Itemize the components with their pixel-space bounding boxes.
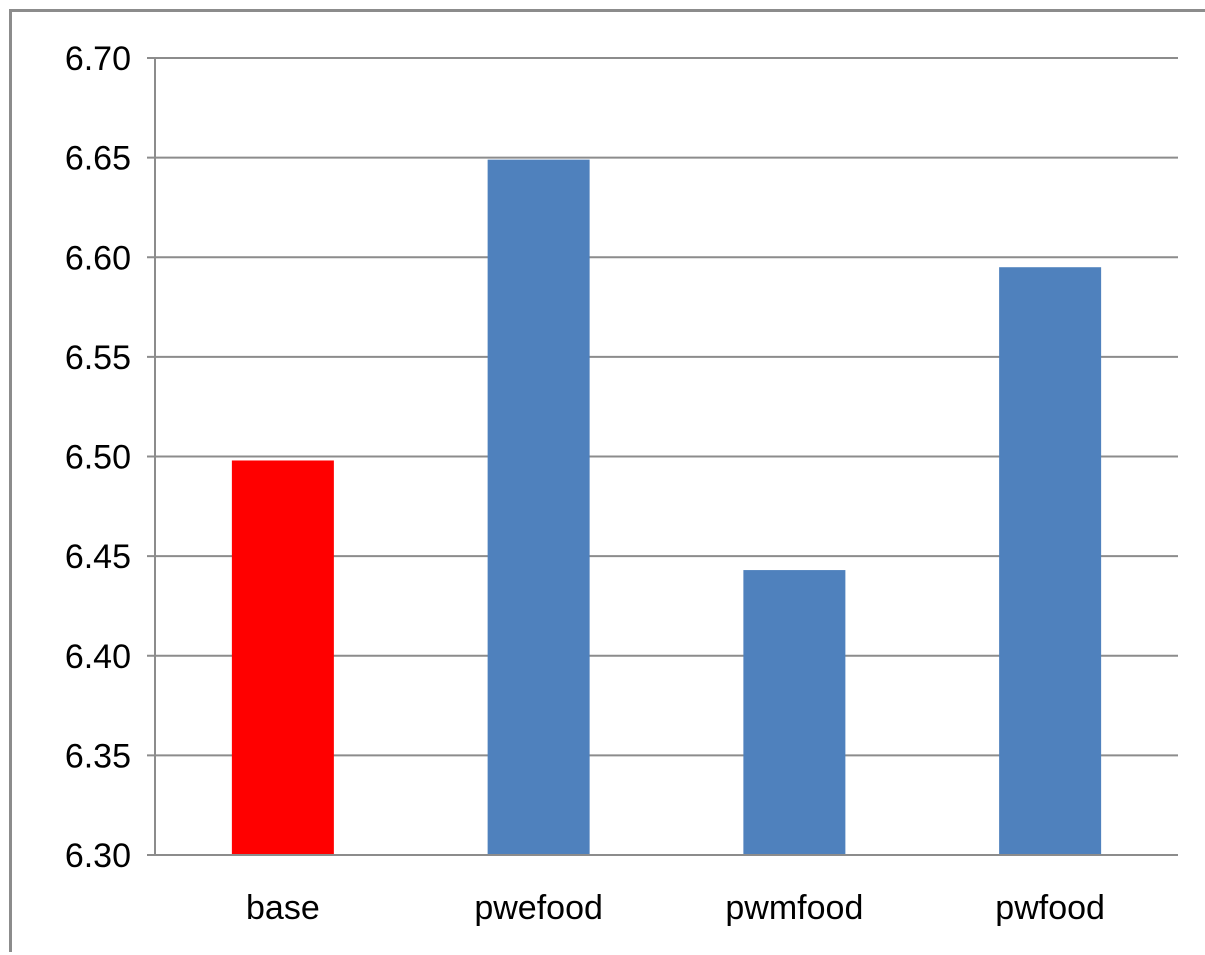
bars [231,159,1102,855]
x-category-labels: base pwefood pwmfood pwfood [246,889,1105,927]
bar-pwfood [999,267,1102,855]
x-category-label: pwefood [474,889,603,927]
bar-base [231,460,334,855]
x-category-label: pwfood [995,889,1105,927]
y-tick-label: 6.60 [65,239,131,277]
y-tick-label: 6.55 [65,339,131,377]
y-tick-label: 6.30 [65,837,131,875]
bar-pwmfood [743,570,846,855]
y-tick-label: 6.40 [65,638,131,676]
chart-frame: 6.30 6.35 6.40 6.45 6.50 6.55 6.60 6.65 6.70 bas… [9,9,1205,952]
y-tick-labels: 6.30 6.35 6.40 6.45 6.50 6.55 6.60 6.65 6.70 [65,40,131,875]
bar-pwefood [487,159,590,855]
y-tick-label: 6.35 [65,737,131,775]
y-tick-label: 6.70 [65,40,131,78]
y-tick-label: 6.50 [65,439,131,477]
x-category-label: pwmfood [725,889,863,927]
axes [147,58,1178,856]
x-category-label: base [246,889,320,927]
y-tick-label: 6.65 [65,140,131,178]
y-tick-label: 6.45 [65,538,131,576]
bar-chart: 6.30 6.35 6.40 6.45 6.50 6.55 6.60 6.65 6.70 bas… [65,40,1178,927]
